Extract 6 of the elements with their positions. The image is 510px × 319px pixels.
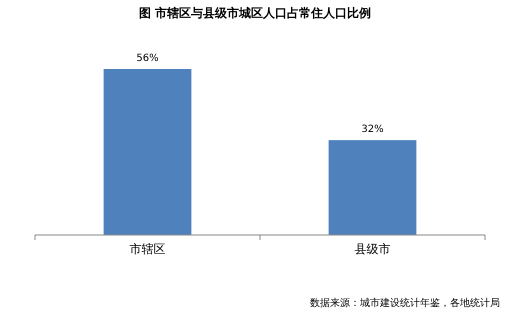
chart-title: 图 市辖区与县级市城区人口占常住人口比例 bbox=[138, 6, 372, 20]
data-label: 56% bbox=[136, 53, 159, 64]
source-note: 数据来源：城市建设统计年鉴，各地统计局 bbox=[310, 297, 500, 309]
x-tick-label: 县级市 bbox=[354, 242, 390, 256]
data-label: 32% bbox=[361, 124, 384, 136]
x-tick-label: 市辖区 bbox=[130, 242, 166, 256]
